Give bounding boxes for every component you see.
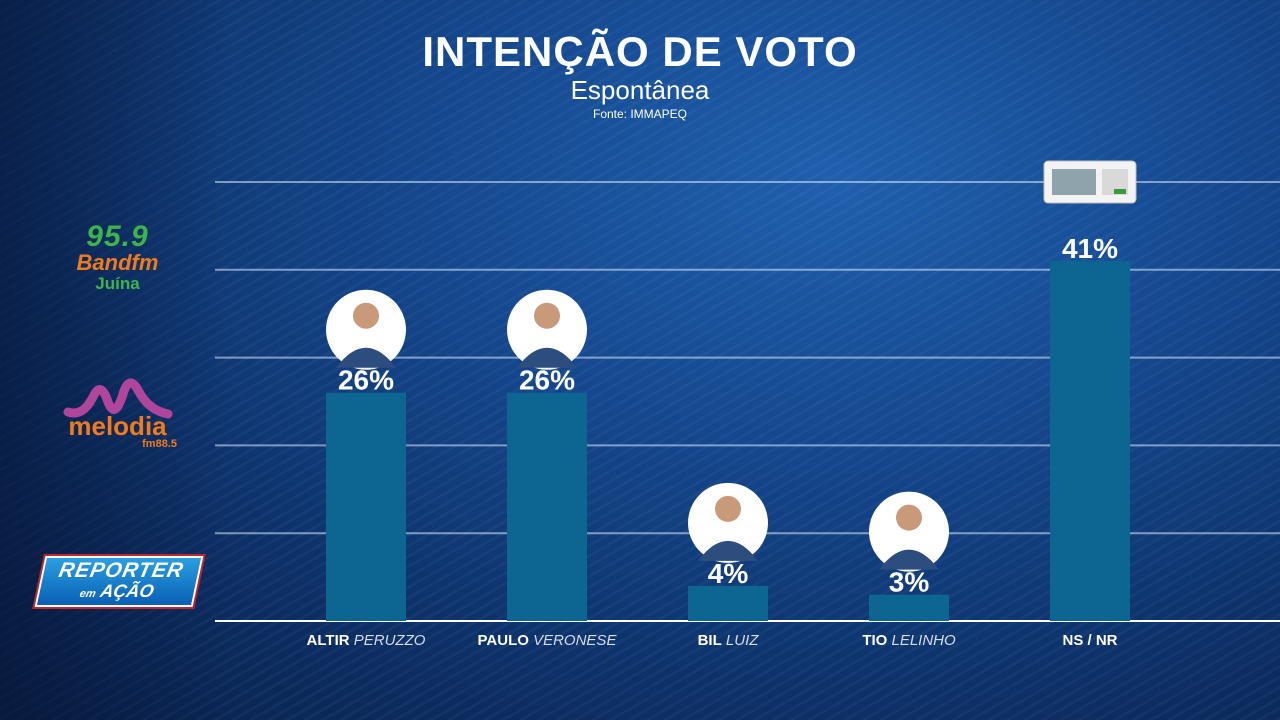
band-fm-name: Bandfm bbox=[76, 250, 159, 275]
candidate-avatar bbox=[507, 289, 587, 370]
reporter-em-acao-logo: REPORTER em AÇÃO bbox=[34, 556, 204, 607]
reporter-logo-bottom: em AÇÃO bbox=[37, 581, 195, 603]
reporter-logo-top: REPORTER bbox=[56, 559, 186, 582]
reporter-logo-small: em bbox=[78, 588, 97, 600]
avatar-torso bbox=[336, 347, 396, 368]
bar bbox=[869, 594, 949, 621]
bar bbox=[1050, 261, 1130, 621]
melodia-logo: melodia fm88.5 bbox=[30, 372, 205, 450]
data-label: 3% bbox=[889, 567, 930, 598]
ballot-box-confirm-key bbox=[1114, 189, 1126, 195]
candidate-avatar bbox=[688, 482, 768, 563]
chart-source: Fonte: IMMAPEQ bbox=[592, 107, 688, 121]
ballot-box-icon bbox=[1043, 160, 1137, 204]
data-label: 26% bbox=[338, 365, 394, 396]
avatar-circle bbox=[326, 289, 406, 370]
title-block: INTENÇÃO DE VOTO Espontânea Fonte: IMMAP… bbox=[0, 28, 1280, 122]
avatar-circle bbox=[688, 482, 768, 563]
category-label: TIO LELINHO bbox=[862, 632, 956, 649]
category-label: BIL LUIZ bbox=[698, 632, 760, 649]
bar bbox=[507, 392, 587, 621]
data-label: 4% bbox=[708, 558, 749, 589]
avatar-torso bbox=[879, 549, 939, 570]
band-fm-number: 95.9 bbox=[86, 220, 149, 253]
melodia-name: melodia bbox=[68, 411, 167, 441]
category-first-name: ALTIR bbox=[307, 632, 350, 649]
avatar-head bbox=[896, 504, 922, 531]
bar bbox=[688, 585, 768, 621]
reporter-logo-box: REPORTER em AÇÃO bbox=[34, 556, 204, 607]
bar bbox=[326, 392, 406, 621]
data-label: 41% bbox=[1062, 233, 1118, 264]
avatar-torso bbox=[698, 540, 758, 561]
category-first-name: BIL bbox=[698, 632, 722, 649]
avatar-head bbox=[353, 302, 379, 329]
category-last-name: PERUZZO bbox=[350, 632, 426, 649]
avatar-head bbox=[715, 495, 741, 522]
chart-subtitle: Espontânea bbox=[570, 75, 710, 105]
data-label: 26% bbox=[519, 365, 575, 396]
band-fm-city: Juína bbox=[95, 274, 140, 293]
candidate-avatar bbox=[869, 491, 949, 572]
category-first-name: TIO bbox=[862, 632, 887, 649]
ballot-box-screen bbox=[1052, 169, 1096, 196]
avatar-torso bbox=[517, 347, 577, 368]
reporter-logo-acao: AÇÃO bbox=[98, 581, 156, 601]
category-last-name: VERONESE bbox=[529, 632, 618, 649]
category-label: PAULO VERONESE bbox=[478, 632, 618, 649]
category-label: NS / NR bbox=[1062, 632, 1117, 649]
melodia-wave-icon bbox=[63, 378, 172, 419]
category-last-name: LELINHO bbox=[887, 632, 956, 649]
melodia-frequency: fm88.5 bbox=[142, 438, 177, 450]
category-label: ALTIR PERUZZO bbox=[307, 632, 426, 649]
avatar-circle bbox=[869, 491, 949, 572]
category-first-name: NS / NR bbox=[1062, 632, 1117, 649]
avatar-head bbox=[534, 302, 560, 329]
band-fm-logo: 95.9 Bandfm Juína bbox=[30, 222, 205, 294]
category-first-name: PAULO bbox=[478, 632, 530, 649]
candidate-avatar bbox=[326, 289, 406, 370]
avatar-circle bbox=[507, 289, 587, 370]
category-last-name: LUIZ bbox=[722, 632, 760, 649]
chart-title: INTENÇÃO DE VOTO bbox=[422, 28, 858, 75]
